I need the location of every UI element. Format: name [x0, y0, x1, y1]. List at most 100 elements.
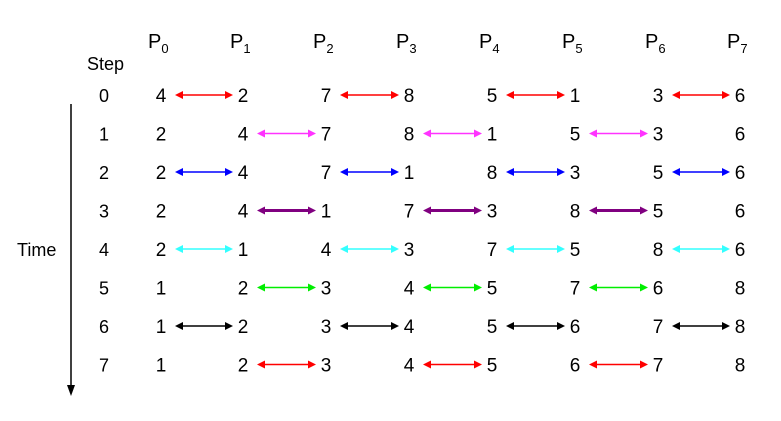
cell-value: 8 [735, 356, 746, 377]
exchange-arrow-left-head [672, 322, 680, 330]
processor-header-6: P6 [645, 31, 666, 56]
processor-letter: P [148, 31, 161, 53]
exchange-arrow-right-head [225, 245, 233, 253]
exchange-arrow-left-head [506, 168, 514, 176]
exchange-arrow [340, 322, 399, 330]
step-number: 3 [99, 202, 109, 222]
processor-index: 2 [326, 41, 333, 56]
processor-header-1: P1 [230, 31, 251, 56]
exchange-arrow [589, 283, 648, 292]
exchange-arrow [257, 129, 316, 138]
exchange-arrow [175, 91, 233, 99]
cell-value: 2 [156, 202, 167, 223]
cell-value: 5 [653, 163, 664, 184]
exchange-arrow [672, 322, 730, 330]
cell-value: 5 [487, 317, 498, 338]
step-row-4: 4 2 1 4 3 7 5 8 6 [99, 240, 745, 261]
step-number: 1 [99, 125, 109, 145]
cell-value: 5 [487, 86, 498, 107]
cell-value: 3 [321, 356, 332, 377]
exchange-arrow-left-head [423, 129, 431, 138]
exchange-arrow-left-head [175, 245, 183, 253]
processor-letter: P [562, 31, 575, 53]
step-row-3: 3 2 4 1 7 3 8 5 6 [99, 202, 745, 223]
cell-value: 2 [238, 317, 249, 338]
cell-value: 2 [156, 125, 167, 146]
exchange-arrow [672, 91, 730, 99]
cell-value: 1 [238, 240, 249, 261]
cell-value: 8 [653, 240, 664, 261]
exchange-arrow [257, 360, 316, 369]
exchange-arrow [340, 168, 399, 176]
exchange-arrow-right-head [640, 206, 648, 215]
cell-value: 7 [321, 125, 332, 146]
exchange-arrow [423, 283, 482, 292]
exchange-arrow [340, 245, 399, 253]
exchange-arrow-right-head [557, 245, 565, 253]
cell-value: 4 [404, 279, 415, 300]
processor-header-0: P0 [148, 31, 169, 56]
exchange-arrow-left-head [423, 360, 431, 369]
cell-value: 5 [570, 240, 581, 261]
processor-letter: P [230, 31, 243, 53]
exchange-arrow-left-head [423, 206, 431, 215]
exchange-arrow [175, 322, 233, 330]
exchange-arrow-left-head [506, 91, 514, 99]
cell-value: 6 [735, 163, 746, 184]
cell-value: 6 [570, 356, 581, 377]
exchange-arrow-right-head [722, 322, 730, 330]
exchange-arrow-left-head [672, 245, 680, 253]
exchange-arrow [589, 360, 648, 369]
cell-value: 6 [735, 125, 746, 146]
processor-letter: P [479, 31, 492, 53]
cell-value: 1 [156, 279, 167, 300]
cell-value: 3 [321, 317, 332, 338]
cell-value: 4 [238, 202, 249, 223]
exchange-arrow-left-head [257, 283, 265, 292]
cell-value: 1 [321, 202, 332, 223]
cell-value: 4 [404, 356, 415, 377]
time-label: Time [17, 240, 56, 260]
step-number: 7 [99, 356, 109, 376]
cell-value: 7 [321, 163, 332, 184]
step-row-1: 1 2 4 7 8 1 5 3 6 [99, 125, 745, 146]
cell-value: 7 [570, 279, 581, 300]
exchange-arrow-right-head [640, 360, 648, 369]
cell-value: 8 [404, 86, 415, 107]
cell-value: 4 [156, 86, 167, 107]
processor-index: 4 [492, 41, 499, 56]
exchange-arrow-left-head [423, 283, 431, 292]
cell-value: 2 [156, 240, 167, 261]
exchange-arrow-right-head [391, 245, 399, 253]
step-row-7: 7 1 2 3 4 5 6 7 8 [99, 356, 745, 377]
exchange-arrow [423, 129, 482, 138]
cell-value: 6 [735, 240, 746, 261]
cell-value: 8 [735, 317, 746, 338]
exchange-arrow-left-head [257, 129, 265, 138]
processor-index: 7 [740, 41, 747, 56]
cell-value: 3 [487, 202, 498, 223]
exchange-arrow-right-head [474, 360, 482, 369]
processor-header-3: P3 [396, 31, 417, 56]
processor-letter: P [313, 31, 326, 53]
cell-value: 8 [735, 279, 746, 300]
exchange-arrow [672, 245, 730, 253]
cell-value: 3 [570, 163, 581, 184]
exchange-arrow [589, 129, 648, 138]
exchange-arrow [340, 91, 399, 99]
exchange-arrow [175, 245, 233, 253]
processor-header-4: P4 [479, 31, 500, 56]
processor-index: 5 [575, 41, 582, 56]
processor-index: 3 [409, 41, 416, 56]
exchange-arrow [506, 245, 565, 253]
exchange-arrow-right-head [225, 91, 233, 99]
exchange-arrow [506, 322, 565, 330]
exchange-arrow-right-head [557, 168, 565, 176]
exchange-arrow-left-head [340, 322, 348, 330]
step-number: 6 [99, 317, 109, 337]
exchange-arrow-right-head [308, 206, 316, 215]
exchange-arrow-right-head [391, 322, 399, 330]
cell-value: 1 [487, 125, 498, 146]
processor-letter: P [727, 31, 740, 53]
